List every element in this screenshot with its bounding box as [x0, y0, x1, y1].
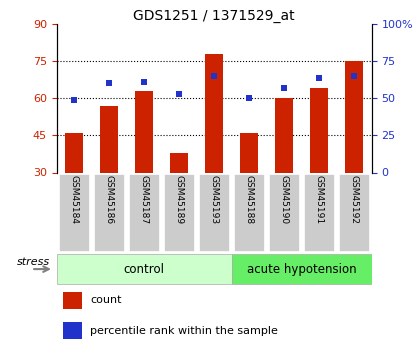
Text: GSM45188: GSM45188	[245, 175, 254, 224]
Text: GSM45189: GSM45189	[175, 175, 184, 224]
FancyBboxPatch shape	[164, 174, 194, 252]
Text: GSM45191: GSM45191	[315, 175, 324, 224]
Text: stress: stress	[17, 257, 50, 267]
FancyBboxPatch shape	[129, 174, 160, 252]
Text: GSM45186: GSM45186	[105, 175, 114, 224]
Point	[106, 81, 113, 86]
Text: GSM45192: GSM45192	[350, 175, 359, 224]
Text: control: control	[124, 263, 165, 276]
Point	[71, 97, 78, 102]
Title: GDS1251 / 1371529_at: GDS1251 / 1371529_at	[134, 9, 295, 23]
Bar	[310, 88, 328, 172]
Point	[351, 73, 357, 79]
Text: GSM45193: GSM45193	[210, 175, 219, 224]
Text: GSM45184: GSM45184	[70, 175, 79, 224]
Text: GSM45190: GSM45190	[280, 175, 289, 224]
Bar	[100, 106, 118, 172]
Bar	[205, 54, 223, 172]
Text: acute hypotension: acute hypotension	[247, 263, 357, 276]
Point	[316, 75, 323, 80]
Bar	[63, 322, 82, 339]
FancyBboxPatch shape	[269, 174, 299, 252]
Point	[246, 96, 252, 101]
Bar	[346, 61, 363, 172]
Bar	[136, 91, 153, 172]
Point	[176, 91, 183, 97]
FancyBboxPatch shape	[59, 174, 89, 252]
FancyBboxPatch shape	[304, 174, 335, 252]
FancyBboxPatch shape	[234, 174, 265, 252]
Bar	[66, 133, 83, 172]
FancyBboxPatch shape	[57, 254, 232, 284]
Bar	[171, 153, 188, 172]
FancyBboxPatch shape	[199, 174, 230, 252]
Point	[211, 73, 218, 79]
Point	[281, 85, 288, 91]
Bar	[276, 98, 293, 172]
FancyBboxPatch shape	[232, 254, 372, 284]
Bar	[241, 133, 258, 172]
Point	[141, 79, 147, 85]
FancyBboxPatch shape	[339, 174, 370, 252]
Text: GSM45187: GSM45187	[140, 175, 149, 224]
FancyBboxPatch shape	[94, 174, 125, 252]
Text: percentile rank within the sample: percentile rank within the sample	[90, 326, 278, 335]
Bar	[63, 292, 82, 309]
Text: count: count	[90, 295, 122, 305]
